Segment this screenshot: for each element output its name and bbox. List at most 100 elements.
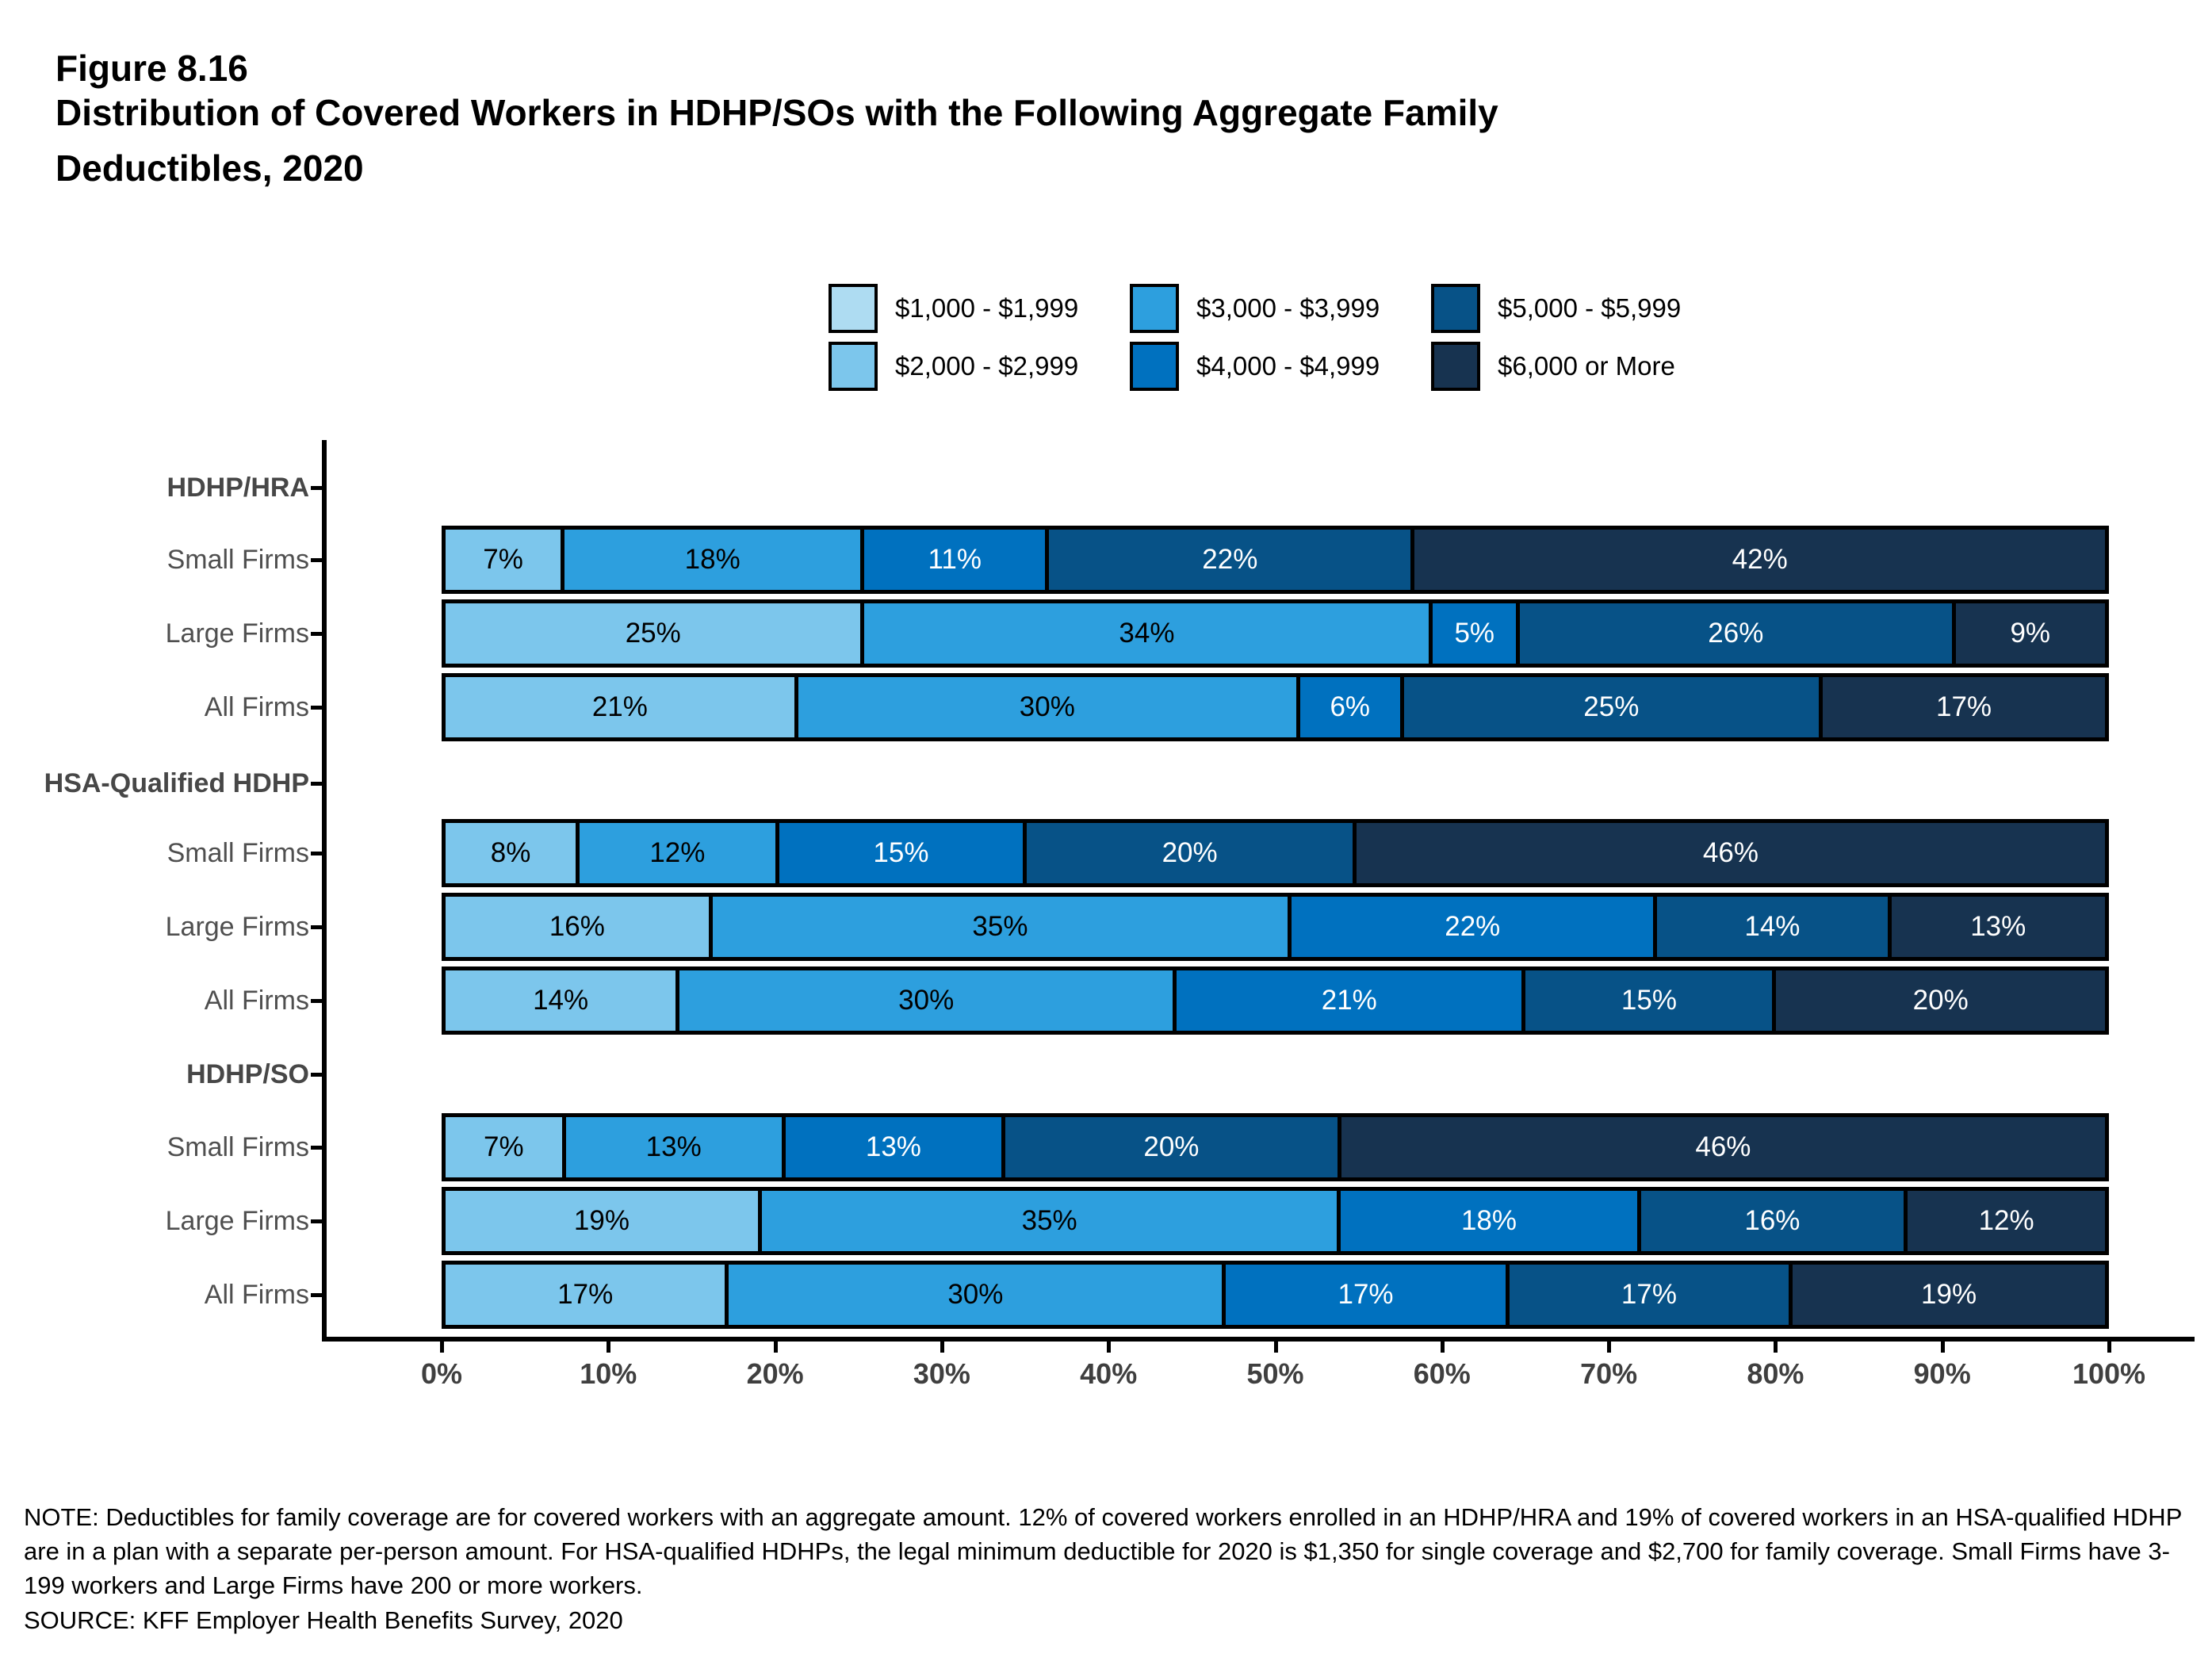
bar-segment: 9% [1951, 599, 2109, 668]
y-axis-line [322, 440, 327, 1342]
bar-segment-value: 35% [1021, 1205, 1077, 1236]
stacked-bar: 21% 30% 6% 25% 17% [442, 673, 2110, 741]
row-label: Large Firms [165, 1206, 309, 1236]
x-axis-tick-label: 50% [1246, 1357, 1304, 1390]
x-axis-tick-label: 60% [1413, 1357, 1471, 1390]
bar-segment-value: 18% [1460, 1205, 1517, 1236]
legend-swatch [1130, 341, 1179, 391]
bar-segment: 6% [1295, 673, 1404, 741]
bar-segment: 19% [442, 1187, 762, 1255]
x-axis-tick-label: 80% [1747, 1357, 1804, 1390]
legend-swatch [829, 283, 878, 333]
group-label: HSA-Qualified HDHP [44, 768, 309, 798]
stacked-bar: 16% 35% 22% 14% 13% [442, 893, 2109, 961]
legend-swatch [1431, 341, 1480, 391]
bar-segment-value: 14% [1744, 911, 1801, 942]
bar-segment-value: 20% [1143, 1131, 1200, 1162]
y-axis-tick [311, 1073, 322, 1077]
legend-item: $3,000 - $3,999 [1130, 279, 1431, 337]
y-axis-tick [311, 706, 322, 710]
bar-segment-value: 11% [928, 544, 982, 575]
bar-segment: 26% [1516, 599, 1956, 668]
figure-title-line1: Distribution of Covered Workers in HDHP/… [55, 92, 1498, 133]
note-text: NOTE: Deductibles for family coverage ar… [24, 1503, 2182, 1599]
x-axis-tick [1107, 1342, 1112, 1353]
bar-segment: 18% [1337, 1187, 1641, 1255]
x-axis-tick [1273, 1342, 1278, 1353]
bar-segment-value: 26% [1708, 618, 1764, 649]
bar-segment-value: 17% [1936, 691, 1992, 722]
x-axis-tick [1774, 1342, 1778, 1353]
bar-segment: 7% [442, 1113, 566, 1181]
bar-segment-value: 13% [645, 1131, 702, 1162]
bar-segment-value: 17% [557, 1279, 614, 1310]
bar-segment: 13% [1887, 893, 2109, 961]
bar-segment: 17% [1819, 673, 2110, 741]
bar-segment-value: 21% [1321, 985, 1377, 1016]
bar-segment-value: 20% [1161, 837, 1218, 868]
legend: $1,000 - $1,999 $2,000 - $2,999 $3,000 - $… [829, 279, 1732, 395]
bar-segment-value: 35% [972, 911, 1028, 942]
bar-segment: 14% [442, 966, 680, 1035]
bar-segment: 20% [1772, 966, 2109, 1035]
bar-segment: 22% [1045, 526, 1415, 594]
stacked-bar: 25% 34% 5% 26% 9% [442, 599, 2109, 668]
stacked-bar: 17% 30% 17% 17% 19% [442, 1261, 2109, 1329]
bar-segment-value: 46% [1695, 1131, 1751, 1162]
bar-segment-value: 12% [649, 837, 706, 868]
y-axis-tick [311, 632, 322, 636]
stacked-bar: 7% 18% 11% 22% 42% [442, 526, 2109, 594]
bar-segment-value: 16% [1744, 1205, 1801, 1236]
legend-item: $5,000 - $5,999 [1431, 279, 1732, 337]
bar-segment-value: 25% [1583, 691, 1640, 722]
legend-item-label: $5,000 - $5,999 [1498, 293, 1682, 323]
group-label: HDHP/SO [186, 1059, 309, 1089]
bar-segment: 35% [708, 893, 1292, 961]
bar-segment: 15% [775, 819, 1028, 887]
x-axis-tick [440, 1342, 444, 1353]
x-axis-tick-label: 100% [2072, 1357, 2146, 1390]
row-label: Small Firms [166, 838, 309, 868]
bar-segment-value: 20% [1912, 985, 1969, 1016]
bar-segment: 20% [1023, 819, 1357, 887]
bar-segment: 13% [561, 1113, 786, 1181]
row-label: Small Firms [166, 1132, 309, 1162]
bar-segment-value: 7% [483, 1131, 524, 1162]
bar-segment-value: 22% [1202, 544, 1258, 575]
figure-title-line2: Deductibles, 2020 [55, 147, 364, 189]
row-label: Small Firms [166, 545, 309, 575]
bar-segment-value: 17% [1621, 1279, 1677, 1310]
bar-segment: 17% [1505, 1261, 1793, 1329]
legend-item: $4,000 - $4,999 [1130, 337, 1431, 395]
stacked-bar: 8% 12% 15% 20% 46% [442, 819, 2110, 887]
x-axis-tick [1607, 1342, 1612, 1353]
bar-segment-value: 46% [1702, 837, 1759, 868]
bar-segment: 30% [725, 1261, 1227, 1329]
bar-segment-value: 30% [1019, 691, 1075, 722]
x-axis-tick [2107, 1342, 2111, 1353]
bar-segment-value: 8% [490, 837, 531, 868]
bar-segment: 12% [1904, 1187, 2110, 1255]
bar-segment: 16% [442, 893, 713, 961]
x-axis-line [322, 1337, 2195, 1342]
bar-segment-value: 30% [898, 985, 955, 1016]
bar-segment: 34% [860, 599, 1433, 668]
bar-segment: 30% [794, 673, 1300, 741]
bar-segment-value: 18% [684, 544, 741, 575]
bar-segment: 8% [442, 819, 580, 887]
bar-segment: 18% [561, 526, 865, 594]
x-axis-tick-label: 20% [746, 1357, 804, 1390]
x-axis-tick [1440, 1342, 1445, 1353]
bar-segment: 30% [675, 966, 1177, 1035]
bar-segment: 46% [1352, 819, 2110, 887]
stacked-bar: 19% 35% 18% 16% 12% [442, 1187, 2110, 1255]
y-axis-tick [311, 782, 322, 786]
legend-swatch [1431, 283, 1480, 333]
bar-segment: 19% [1789, 1261, 2109, 1329]
row-label: All Firms [204, 1280, 309, 1310]
row-label: All Firms [204, 986, 309, 1016]
y-axis-tick [311, 1293, 322, 1297]
bar-segment-value: 9% [2010, 618, 2051, 649]
bar-segment: 35% [757, 1187, 1341, 1255]
